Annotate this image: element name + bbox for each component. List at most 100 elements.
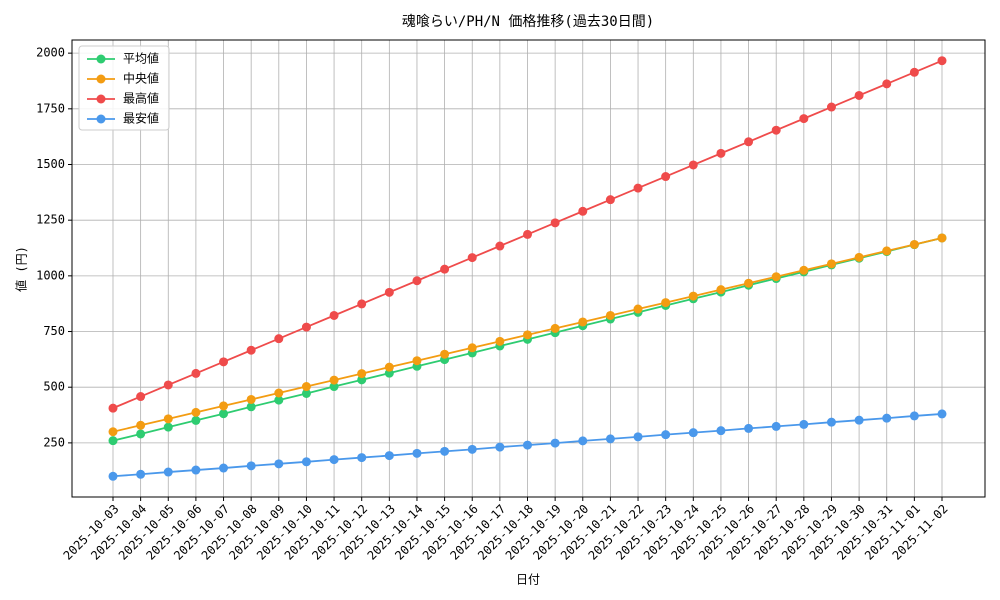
point: [937, 56, 947, 66]
point: [136, 392, 146, 402]
point: [578, 206, 588, 216]
point: [495, 336, 505, 346]
point: [716, 426, 726, 436]
point: [716, 148, 726, 158]
y-tick-label: 500: [43, 380, 65, 394]
point: [909, 411, 919, 421]
point: [357, 453, 367, 463]
point: [578, 317, 588, 327]
point: [274, 334, 284, 344]
point: [440, 349, 450, 359]
point: [191, 407, 201, 417]
point: [412, 448, 422, 458]
point: [329, 375, 339, 385]
point: [550, 218, 560, 228]
point: [301, 322, 311, 332]
point: [744, 423, 754, 433]
legend-marker: [96, 114, 106, 124]
point: [826, 259, 836, 269]
legend-marker: [96, 94, 106, 104]
legend-label: 中央値: [123, 71, 159, 86]
point: [495, 241, 505, 251]
point: [163, 422, 173, 432]
legend-marker: [96, 74, 106, 84]
point: [633, 304, 643, 314]
point: [771, 272, 781, 282]
y-tick-label: 1000: [36, 268, 65, 282]
point: [523, 330, 532, 340]
point: [909, 239, 919, 249]
chart-title: 魂喰らい/PH/N 価格推移(過去30日間): [402, 14, 654, 30]
point: [412, 276, 422, 286]
point: [163, 414, 173, 424]
legend-label: 最安値: [123, 111, 159, 126]
point: [440, 446, 450, 456]
point: [108, 403, 118, 413]
legend-box: [78, 45, 170, 131]
point: [799, 419, 809, 429]
point: [854, 90, 864, 100]
point: [329, 455, 339, 465]
point: [246, 461, 256, 471]
point: [688, 428, 698, 438]
point: [826, 102, 836, 112]
point: [937, 233, 947, 243]
point: [163, 380, 173, 390]
y-tick-label: 1250: [36, 213, 65, 227]
point: [633, 432, 643, 442]
point: [467, 253, 477, 263]
point: [854, 415, 864, 425]
point: [523, 440, 532, 450]
point: [191, 368, 201, 378]
point: [744, 137, 754, 147]
point: [716, 285, 726, 295]
point: [661, 172, 671, 182]
x-axis-label: 日付: [516, 573, 540, 587]
point: [771, 421, 781, 431]
point: [799, 265, 809, 275]
point: [412, 356, 422, 366]
point: [384, 362, 394, 372]
point: [384, 451, 394, 461]
point: [136, 469, 146, 479]
plot-frame: [71, 39, 986, 498]
y-tick-label: 2000: [36, 46, 65, 60]
point: [329, 310, 339, 320]
point: [605, 434, 615, 444]
point: [219, 409, 229, 419]
point: [136, 429, 146, 439]
point: [440, 264, 450, 274]
point: [301, 382, 311, 392]
point: [357, 299, 367, 309]
point: [937, 409, 947, 419]
point: [605, 195, 615, 205]
point: [274, 459, 284, 469]
point: [357, 375, 367, 385]
point: [246, 394, 256, 404]
point: [219, 463, 229, 473]
point: [661, 298, 671, 308]
point: [191, 415, 201, 425]
point: [688, 160, 698, 170]
point: [523, 229, 532, 239]
y-tick-label: 1750: [36, 101, 65, 115]
point: [882, 246, 892, 256]
point: [108, 427, 118, 437]
point: [882, 79, 892, 89]
point: [301, 388, 311, 398]
legend-label: 平均値: [123, 51, 159, 66]
point: [219, 357, 229, 367]
point: [329, 382, 339, 392]
point: [357, 369, 367, 379]
y-axis-label: 値 (円): [14, 246, 29, 292]
point: [550, 438, 560, 448]
y-tick-label: 1500: [36, 157, 65, 171]
point: [301, 457, 311, 467]
point: [688, 291, 698, 301]
point: [191, 465, 201, 475]
point: [108, 471, 118, 481]
legend-label: 最高値: [123, 91, 159, 106]
point: [384, 287, 394, 297]
point: [163, 467, 173, 477]
